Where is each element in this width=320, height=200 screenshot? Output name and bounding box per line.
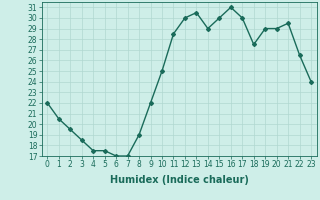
X-axis label: Humidex (Indice chaleur): Humidex (Indice chaleur) — [110, 175, 249, 185]
